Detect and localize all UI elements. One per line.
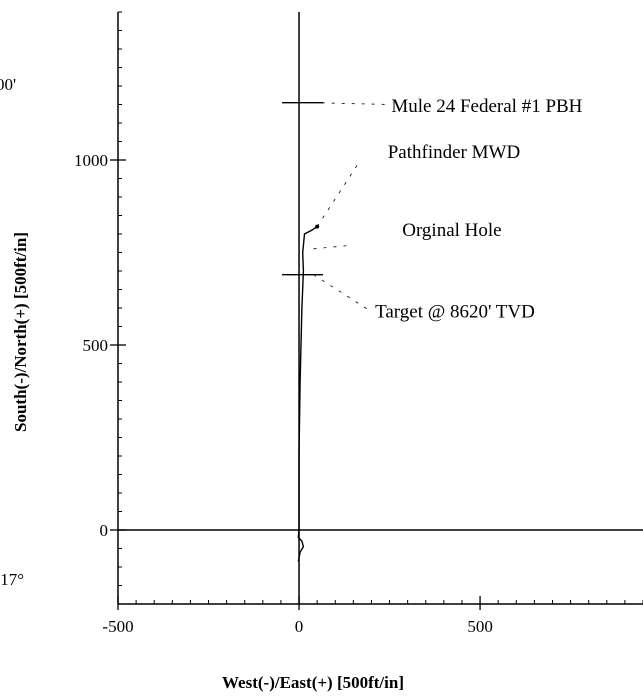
- x-axis-title: West(-)/East(+) [500ft/in]: [222, 673, 404, 692]
- x-tick-label: 0: [295, 617, 304, 636]
- markers-layer: [282, 101, 324, 276]
- clipped-label-bottom: .17°: [0, 570, 24, 589]
- leader-lines: [311, 102, 390, 313]
- annotation-label: Target @ 8620' TVD: [375, 301, 535, 322]
- y-tick-label: 1000: [74, 151, 108, 170]
- leader-line: [313, 274, 372, 313]
- clipped-label-top: 00': [0, 75, 16, 94]
- annotations: Mule 24 Federal #1 PBH Pathfinder MWD Orgi…: [375, 96, 583, 322]
- y-tick-label: 500: [83, 336, 109, 355]
- leader-line: [311, 102, 390, 105]
- annotation-label: Mule 24 Federal #1 PBH: [391, 96, 582, 117]
- tick-labels: 0 500 1000 -500 0 500: [74, 151, 493, 636]
- x-tick-label: -500: [102, 617, 133, 636]
- leader-line: [316, 159, 361, 227]
- x-tick-label: 500: [467, 617, 493, 636]
- major-ticks: [110, 159, 481, 610]
- y-axis-title: South(-)/North(+) [500ft/in]: [11, 232, 30, 432]
- y-tick-label: 0: [100, 521, 109, 540]
- annotation-label: Orginal Hole: [402, 220, 501, 241]
- leader-line: [313, 244, 354, 250]
- annotation-label: Pathfinder MWD: [388, 142, 520, 163]
- series-line: [297, 226, 318, 562]
